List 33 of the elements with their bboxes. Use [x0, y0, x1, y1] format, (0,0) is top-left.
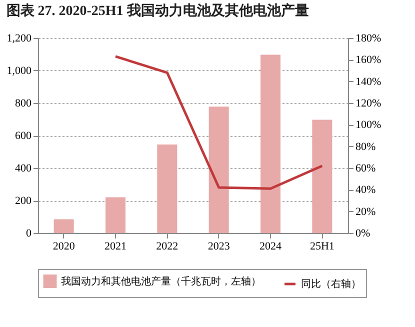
y-tick-label: 1,000 — [6, 65, 32, 77]
legend-label: 我国动力和其他电池产量（千兆瓦时，左轴） — [61, 275, 261, 288]
x-tick-label: 25H1 — [310, 240, 334, 252]
y2-tick-label: 140% — [356, 76, 382, 88]
bar — [260, 54, 280, 233]
x-tick-label: 2022 — [156, 240, 178, 252]
x-tick-label: 2020 — [52, 240, 76, 252]
y-tick-label: 400 — [15, 162, 32, 174]
y-tick-label: 600 — [15, 130, 32, 142]
x-tick-label: 2023 — [208, 240, 230, 252]
legend-label: 同比（右轴） — [301, 278, 361, 290]
bar — [106, 197, 126, 233]
y-tick-label: 1,200 — [6, 32, 32, 44]
y2-tick-label: 80% — [356, 140, 376, 153]
x-tick-label: 2021 — [104, 240, 126, 252]
y2-tick-label: 120% — [356, 98, 382, 110]
y-tick-label: 200 — [15, 195, 32, 207]
bar — [157, 144, 178, 233]
y2-tick-label: 60% — [356, 162, 376, 174]
bar — [208, 106, 229, 233]
y2-tick-label: 0% — [356, 228, 370, 240]
bar — [312, 120, 332, 233]
line-series — [114, 55, 324, 190]
y-tick-label: 0 — [26, 228, 32, 240]
bar — [54, 219, 74, 233]
y2-tick-label: 180% — [356, 32, 382, 44]
y2-tick-label: 40% — [356, 184, 376, 196]
y2-tick-label: 160% — [356, 54, 382, 66]
y-tick-label: 800 — [15, 98, 32, 110]
y2-tick-label: 100% — [356, 119, 382, 132]
chart-title: 图表 27. 2020-25H1 我国动力电池及其他电池产量 — [6, 2, 309, 19]
y2-tick-label: 20% — [356, 206, 376, 218]
x-tick-label: 2024 — [260, 240, 282, 252]
